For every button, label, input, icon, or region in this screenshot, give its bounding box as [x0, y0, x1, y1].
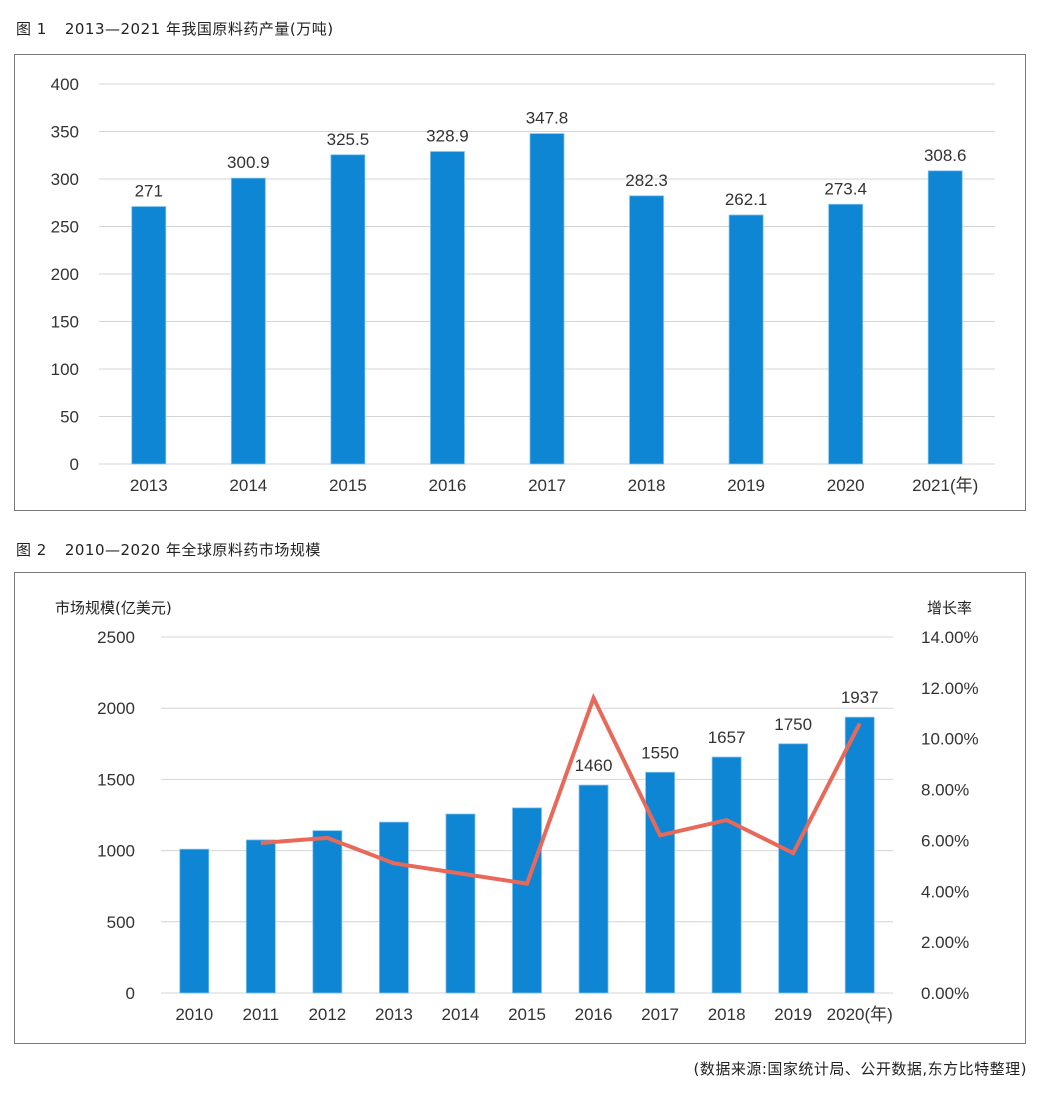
y2-tick-label: 14.00% — [921, 628, 979, 647]
y-tick-label: 2000 — [97, 699, 135, 718]
data-label: 300.9 — [227, 153, 270, 172]
data-label: 347.8 — [526, 109, 569, 128]
data-label: 1460 — [575, 756, 613, 775]
source-note: (数据来源:国家统计局、公开数据,东方比特整理) — [693, 1060, 1027, 1078]
data-label: 308.6 — [924, 146, 967, 165]
y2-tick-label: 12.00% — [921, 679, 979, 698]
bar — [445, 813, 476, 994]
y-tick-label: 350 — [51, 123, 79, 142]
y-tick-label: 1500 — [97, 770, 135, 789]
x-tick-label: 2010 — [175, 1005, 213, 1024]
data-label: 1657 — [708, 728, 746, 747]
x-tick-label: 2013 — [130, 476, 168, 495]
data-label: 325.5 — [327, 130, 370, 149]
x-tick-label: 2018 — [708, 1005, 746, 1024]
chart2-market-combo-chart: 市场规模(亿美元) 增长率 0 500 1000 1500 2000 2500 0.00% 2.0… — [55, 599, 979, 1024]
y-tick-label: 300 — [51, 170, 79, 189]
y2-tick-label: 0.00% — [921, 984, 969, 1003]
y-tick-label: 1000 — [97, 842, 135, 861]
y-tick-label: 500 — [107, 913, 135, 932]
data-label: 1550 — [641, 743, 679, 762]
bar — [330, 154, 366, 465]
figure1-title: 2013—2021 年我国原料药产量(万吨) — [64, 20, 334, 38]
data-label: 1937 — [841, 688, 879, 707]
figure2-title: 2010—2020 年全球原料药市场规模 — [64, 541, 321, 559]
x-tick-label: 2020 — [827, 476, 865, 495]
bar — [578, 784, 609, 994]
figure2-caption: 图 2 2010—2020 年全球原料药市场规模 — [16, 539, 321, 560]
data-label: 262.1 — [725, 190, 768, 209]
chart1-production-bar-chart: 0 50 100 150 200 250 300 350 400 271 2013 300.9 2014… — [51, 75, 995, 495]
y-tick-label: 150 — [51, 313, 79, 332]
x-tick-label: 2014 — [442, 1005, 480, 1024]
data-label: 282.3 — [625, 171, 668, 190]
x-tick-label: 2013 — [375, 1005, 413, 1024]
x-tick-label: 2016 — [575, 1005, 613, 1024]
bar — [844, 716, 875, 994]
x-tick-label: 2017 — [528, 476, 566, 495]
bar — [179, 848, 210, 994]
bar — [230, 177, 266, 465]
y2-tick-label: 8.00% — [921, 781, 969, 800]
bar — [927, 170, 963, 465]
y-tick-label: 2500 — [97, 628, 135, 647]
x-tick-label: 2012 — [308, 1005, 346, 1024]
x-tick-label: 2015 — [508, 1005, 546, 1024]
y-tick-label: 250 — [51, 218, 79, 237]
y2-tick-label: 4.00% — [921, 882, 969, 901]
x-tick-label: 2011 — [243, 1005, 280, 1024]
y-tick-label: 100 — [51, 360, 79, 379]
growth-rate-line — [260, 692, 862, 886]
x-tick-label: 2021(年) — [912, 476, 978, 495]
y-tick-label: 400 — [51, 75, 79, 94]
figure2-number: 图 2 — [16, 541, 47, 559]
x-tick-label: 2019 — [774, 1005, 812, 1024]
chart1-frame: 0 50 100 150 200 250 300 350 400 271 2013 300.9 2014… — [14, 54, 1026, 511]
data-label: 273.4 — [824, 179, 867, 198]
y-axis-title: 市场规模(亿美元) — [55, 599, 172, 617]
x-tick-label: 2019 — [727, 476, 765, 495]
data-label: 1750 — [774, 715, 812, 734]
bar — [711, 756, 742, 994]
bar — [778, 743, 809, 994]
bar — [430, 151, 465, 465]
x-tick-label: 2016 — [429, 476, 467, 495]
bar — [645, 771, 675, 994]
bar — [828, 203, 864, 465]
y-tick-label: 0 — [126, 984, 135, 1003]
y-tick-label: 50 — [60, 408, 79, 427]
bar — [379, 821, 409, 994]
y2-axis-title: 增长率 — [927, 599, 972, 617]
bar — [512, 807, 542, 994]
figure1-number: 图 1 — [16, 20, 47, 38]
x-tick-label: 2018 — [628, 476, 666, 495]
bar — [245, 839, 276, 994]
y2-tick-label: 2.00% — [921, 933, 969, 952]
x-tick-label: 2015 — [329, 476, 367, 495]
data-label: 271 — [135, 182, 163, 201]
bar — [728, 214, 764, 465]
y2-tick-label: 10.00% — [921, 730, 979, 749]
bar — [629, 195, 664, 465]
x-tick-label: 2014 — [229, 476, 267, 495]
x-tick-label: 2017 — [641, 1005, 679, 1024]
bar — [529, 133, 565, 465]
chart2-frame: 市场规模(亿美元) 增长率 0 500 1000 1500 2000 2500 0.00% 2.0… — [14, 572, 1026, 1044]
bar — [312, 830, 343, 994]
x-tick-label: 2020(年) — [827, 1005, 893, 1024]
data-label: 328.9 — [426, 127, 469, 146]
bar — [131, 206, 167, 465]
y-tick-label: 200 — [51, 265, 79, 284]
y-tick-label: 0 — [70, 455, 79, 474]
figure1-caption: 图 1 2013—2021 年我国原料药产量(万吨) — [16, 18, 334, 39]
y2-tick-label: 6.00% — [921, 831, 969, 850]
